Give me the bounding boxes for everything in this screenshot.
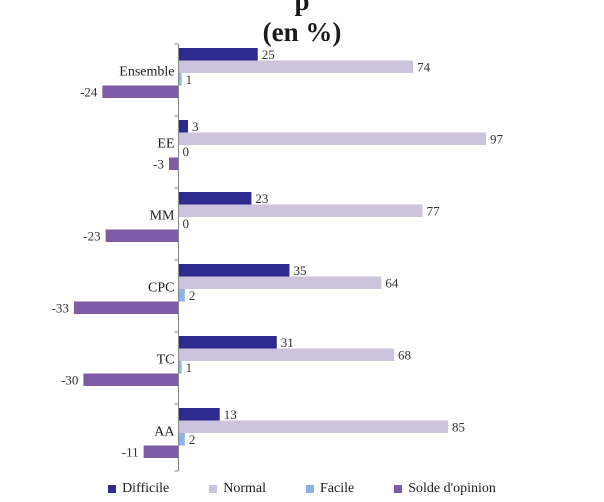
data-label-solde-d-opinion-tc: -30: [61, 373, 78, 388]
data-label-difficile-aa: 13: [224, 407, 237, 422]
bar-solde-d-opinion-ee: [168, 157, 179, 170]
data-label-difficile-ee: 3: [192, 119, 199, 134]
data-label-normal-ensemble: 74: [417, 60, 431, 75]
bar-facile-cpc: [178, 289, 185, 302]
chart-title-line-2: (en %): [262, 17, 342, 47]
bar-normal-cpc: [178, 276, 382, 289]
bar-normal-ee: [178, 132, 486, 145]
bar-normal-mm: [178, 204, 423, 217]
bar-solde-d-opinion-tc: [83, 373, 179, 386]
chart-title: p (en %): [0, 0, 604, 48]
bar-difficile-aa: [178, 408, 220, 421]
bar-solde-d-opinion-aa: [143, 445, 179, 458]
bar-normal-tc: [178, 348, 395, 361]
data-label-normal-aa: 85: [452, 420, 465, 435]
legend-swatch-solde: [394, 485, 403, 493]
data-label-facile-mm: 0: [183, 216, 190, 231]
legend-label-solde: Solde d'opinion: [408, 481, 496, 496]
bar-normal-aa: [178, 420, 448, 433]
bar-facile-ensemble: [178, 73, 182, 86]
legend-swatch-difficile: [108, 485, 117, 493]
bar-difficile-cpc: [178, 264, 290, 277]
chart-legend: Difficile Normal Facile Solde d'opinion: [0, 481, 604, 497]
category-label-aa: AA: [154, 425, 175, 440]
data-label-difficile-mm: 23: [255, 191, 268, 206]
data-label-difficile-tc: 31: [281, 335, 294, 350]
data-label-difficile-cpc: 35: [293, 263, 306, 278]
legend-item-difficile: Difficile: [108, 481, 169, 497]
data-label-solde-d-opinion-mm: -23: [83, 229, 100, 244]
bar-facile-aa: [178, 433, 185, 446]
data-label-solde-d-opinion-ee: -3: [153, 157, 164, 172]
legend-item-facile: Facile: [306, 481, 354, 497]
legend-label-difficile: Difficile: [122, 481, 170, 496]
data-label-normal-mm: 77: [427, 204, 441, 219]
bar-solde-d-opinion-mm: [105, 229, 179, 242]
data-label-normal-cpc: 64: [385, 276, 399, 291]
bar-difficile-ensemble: [178, 48, 258, 61]
legend-item-normal: Normal: [209, 481, 266, 497]
category-label-mm: MM: [150, 209, 175, 224]
data-label-facile-cpc: 2: [189, 288, 196, 303]
data-label-difficile-ensemble: 25: [262, 47, 275, 62]
category-label-tc: TC: [157, 353, 175, 368]
category-label-ee: EE: [157, 137, 174, 152]
category-label-cpc: CPC: [148, 281, 174, 296]
data-label-facile-aa: 2: [189, 432, 196, 447]
bar-difficile-mm: [178, 192, 252, 205]
data-label-solde-d-opinion-aa: -11: [122, 445, 139, 460]
legend-label-normal: Normal: [223, 481, 266, 496]
legend-item-solde: Solde d'opinion: [394, 481, 496, 497]
data-label-facile-tc: 1: [186, 360, 193, 375]
legend-label-facile: Facile: [320, 481, 355, 496]
bar-solde-d-opinion-ensemble: [102, 85, 179, 98]
bar-normal-ensemble: [178, 60, 414, 73]
bar-difficile-tc: [178, 336, 277, 349]
chart-title-line-1: p: [294, 0, 310, 16]
data-label-normal-tc: 68: [398, 348, 411, 363]
legend-swatch-normal: [209, 485, 218, 493]
bar-difficile-ee: [178, 120, 189, 133]
category-label-ensemble: Ensemble: [119, 65, 174, 80]
data-label-normal-ee: 97: [490, 132, 504, 147]
data-label-solde-d-opinion-ensemble: -24: [80, 85, 98, 100]
bar-facile-tc: [178, 361, 182, 374]
bar-solde-d-opinion-cpc: [73, 301, 179, 314]
data-label-facile-ee: 0: [183, 144, 190, 159]
legend-swatch-facile: [306, 485, 314, 493]
data-label-facile-ensemble: 1: [186, 72, 193, 87]
data-label-solde-d-opinion-cpc: -33: [52, 301, 69, 316]
